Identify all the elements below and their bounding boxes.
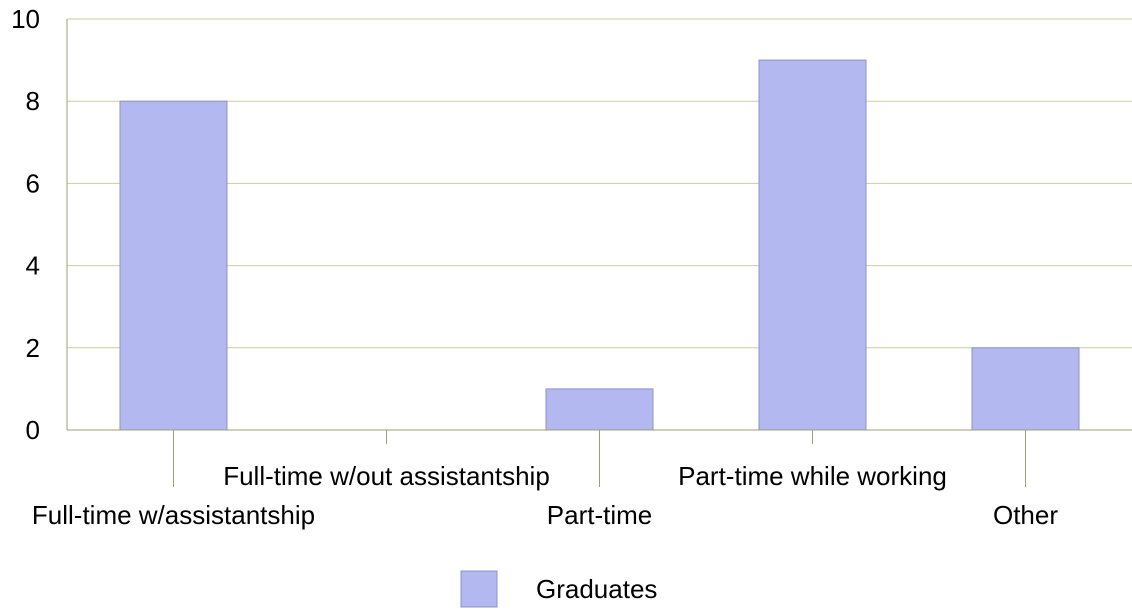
y-tick-label-8: 8 — [26, 86, 40, 116]
bar-0 — [119, 100, 228, 431]
x-category-label-0: Full-time w/assistantship — [32, 500, 315, 530]
y-tick-label-2: 2 — [26, 333, 40, 363]
y-tick-label-10: 10 — [11, 4, 40, 34]
gridlines — [67, 18, 1132, 349]
y-tick-label-4: 4 — [26, 251, 40, 281]
y-tick-label-0: 0 — [26, 415, 40, 445]
bar-4 — [971, 347, 1080, 431]
legend: Graduates — [460, 570, 657, 608]
bar-2 — [545, 388, 654, 431]
x-category-labels: Full-time w/assistantship Full-time w/out… — [32, 461, 1058, 530]
bar-3 — [758, 59, 867, 431]
y-tick-labels: 0 2 4 6 8 10 — [11, 4, 40, 445]
x-category-label-1: Full-time w/out assistantship — [223, 461, 550, 491]
legend-swatch — [460, 570, 498, 608]
legend-label-graduates: Graduates — [536, 574, 657, 604]
x-category-label-4: Other — [993, 500, 1058, 530]
x-category-label-3: Part-time while working — [678, 461, 947, 491]
axes — [66, 19, 1132, 487]
y-tick-label-6: 6 — [26, 168, 40, 198]
bars — [119, 59, 1080, 431]
x-category-label-2: Part-time — [547, 500, 652, 530]
